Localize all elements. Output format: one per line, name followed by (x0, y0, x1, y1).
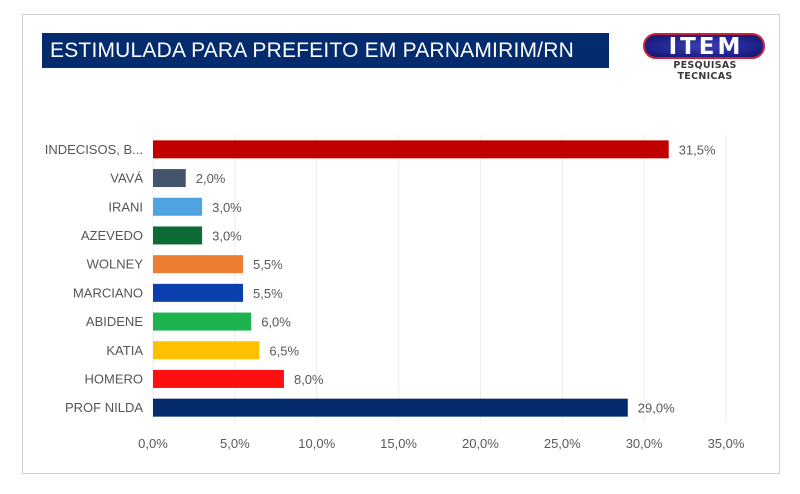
bar (153, 283, 244, 302)
data-label: 29,0% (638, 401, 675, 416)
data-label: 3,0% (212, 200, 242, 215)
x-tick-label: 35,0% (708, 436, 745, 451)
x-tick-label: 25,0% (544, 436, 581, 451)
x-tick-label: 30,0% (626, 436, 663, 451)
chart-title: ESTIMULADA PARA PREFEITO EM PARNAMIRIM/R… (42, 33, 609, 68)
logo-pill: ITEM (643, 33, 765, 60)
bar (153, 398, 628, 417)
category-label: INDECISOS, B... (45, 142, 143, 157)
bar (153, 255, 244, 274)
logo-subtext: PESQUISAS TECNICAS (673, 60, 737, 82)
gridlines (152, 135, 727, 422)
data-label: 31,5% (679, 142, 716, 157)
category-label: HOMERO (85, 371, 144, 386)
value-labels: 31,5% 2,0% 3,0% 3,0% 5,5% 5,5% 6,0% 6,5% 8,0% 29,… (196, 142, 716, 415)
category-label: ABIDENE (86, 314, 143, 329)
category-label: WOLNEY (87, 257, 144, 272)
chart-frame (22, 14, 780, 474)
category-label: AZEVEDO (81, 228, 143, 243)
data-label: 8,0% (294, 372, 324, 387)
data-label: 5,5% (253, 286, 283, 301)
logo-text: ITEM (668, 34, 744, 60)
bar (153, 197, 203, 216)
bar (153, 341, 260, 360)
bar (153, 140, 669, 159)
bar (153, 226, 203, 245)
bar (153, 169, 186, 188)
x-axis-ticks: 0,0% 5,0% 10,0% 15,0% 20,0% 25,0% 30,0% 35,0% (138, 436, 745, 451)
category-label: VAVÁ (110, 171, 143, 186)
data-label: 3,0% (212, 228, 242, 243)
x-tick-label: 20,0% (462, 436, 499, 451)
bar (153, 369, 284, 388)
item-logo: ITEM PESQUISAS TECNICAS (640, 31, 768, 82)
bar (153, 312, 252, 331)
category-label: KATIA (106, 343, 143, 358)
category-label: PROF NILDA (65, 400, 143, 415)
data-label: 5,5% (253, 257, 283, 272)
x-tick-label: 15,0% (380, 436, 417, 451)
x-tick-label: 10,0% (298, 436, 335, 451)
bars (153, 140, 669, 417)
data-label: 6,0% (261, 315, 291, 330)
category-labels: INDECISOS, B... VAVÁ IRANI AZEVEDO WOLNEY MAR… (45, 142, 144, 415)
data-label: 6,5% (269, 343, 299, 358)
data-label: 2,0% (196, 171, 226, 186)
category-label: IRANI (108, 199, 143, 214)
category-label: MARCIANO (73, 285, 143, 300)
x-tick-label: 0,0% (138, 436, 168, 451)
x-tick-label: 5,0% (220, 436, 250, 451)
